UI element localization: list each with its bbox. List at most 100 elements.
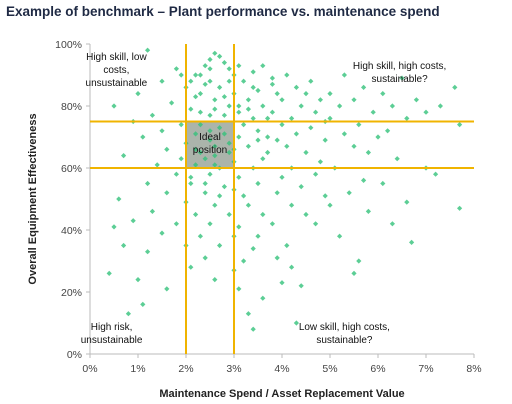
data-point: [154, 162, 160, 168]
data-point: [217, 53, 223, 59]
data-point: [164, 190, 170, 196]
data-point: [178, 122, 184, 128]
y-tick-label: 20%: [61, 287, 82, 299]
data-point: [298, 103, 304, 109]
data-point: [140, 301, 146, 307]
data-point: [250, 115, 256, 121]
data-point: [260, 211, 266, 218]
data-point: [303, 149, 309, 156]
quadrant-label-bottom-left: unsustainable: [81, 335, 143, 346]
data-point: [250, 69, 256, 75]
data-point: [169, 100, 175, 106]
data-point: [145, 180, 151, 187]
data-point: [260, 103, 266, 109]
data-point: [202, 255, 208, 261]
data-point: [173, 171, 179, 177]
data-point: [413, 97, 419, 103]
data-point: [226, 140, 232, 146]
data-point: [226, 211, 232, 218]
data-point: [269, 75, 275, 81]
data-point: [207, 56, 213, 63]
data-point: [433, 171, 439, 177]
quadrant-label-bottom-left: High risk,: [91, 322, 133, 333]
data-point: [241, 193, 247, 199]
data-point: [125, 311, 131, 317]
data-point: [365, 208, 371, 214]
data-point: [245, 143, 251, 149]
data-point: [298, 184, 304, 190]
data-point: [274, 137, 280, 143]
data-point: [217, 242, 223, 249]
data-point: [375, 134, 381, 140]
x-tick-label: 2%: [178, 363, 193, 375]
data-point: [279, 280, 285, 286]
data-point: [178, 72, 184, 78]
data-point: [380, 91, 386, 97]
data-point: [106, 270, 112, 276]
data-point: [159, 78, 165, 84]
data-point: [255, 128, 261, 134]
data-point: [289, 264, 295, 270]
data-point: [145, 47, 151, 53]
data-point: [212, 202, 218, 208]
data-point: [217, 193, 223, 199]
quadrant-label-top-right: High skill, high costs,: [353, 61, 446, 72]
quadrant-label-bottom-right: Low skill, high costs,: [299, 322, 390, 333]
data-point: [341, 131, 347, 137]
data-point: [241, 258, 247, 264]
data-point: [452, 84, 458, 90]
quadrant-label-bottom-right: sustainable?: [316, 335, 373, 346]
data-point: [236, 174, 242, 180]
data-point: [361, 84, 367, 90]
data-point: [212, 153, 218, 159]
data-point: [255, 87, 261, 94]
data-point: [173, 66, 179, 72]
data-point: [457, 122, 463, 128]
data-point: [236, 63, 242, 69]
data-point: [365, 149, 371, 156]
y-tick-label: 40%: [61, 225, 82, 237]
data-point: [212, 50, 218, 56]
data-point: [197, 72, 203, 78]
data-point: [279, 97, 285, 103]
data-point: [241, 122, 247, 128]
data-point: [289, 115, 295, 121]
data-point: [260, 63, 266, 69]
data-point: [197, 91, 203, 97]
data-point: [217, 84, 223, 90]
quadrant-label-top-left: costs,: [103, 65, 129, 76]
data-point: [188, 180, 194, 187]
data-point: [159, 128, 165, 134]
data-point: [370, 109, 376, 115]
data-point: [188, 78, 194, 84]
data-point: [255, 137, 261, 143]
data-point: [207, 128, 213, 134]
data-point: [111, 103, 117, 109]
data-point: [193, 131, 199, 137]
y-tick-label: 100%: [55, 39, 82, 51]
data-point: [313, 221, 319, 227]
data-point: [241, 78, 247, 84]
data-point: [317, 159, 323, 165]
data-point: [337, 233, 343, 239]
data-point: [394, 156, 400, 162]
data-point: [149, 112, 155, 118]
data-point: [202, 180, 208, 187]
data-point: [356, 258, 362, 264]
data-point: [308, 125, 314, 131]
data-point: [274, 190, 280, 196]
data-point: [327, 115, 333, 121]
data-point: [380, 180, 386, 187]
data-point: [303, 91, 309, 97]
data-point: [212, 277, 218, 283]
data-point: [303, 211, 309, 218]
data-point: [265, 115, 271, 121]
data-point: [260, 156, 266, 162]
ideal-position-label: Ideal: [199, 132, 221, 143]
x-tick-label: 3%: [226, 363, 241, 375]
data-point: [226, 78, 232, 84]
data-point: [399, 75, 405, 81]
data-point: [135, 277, 141, 283]
data-point: [293, 131, 299, 137]
data-point: [236, 103, 242, 109]
